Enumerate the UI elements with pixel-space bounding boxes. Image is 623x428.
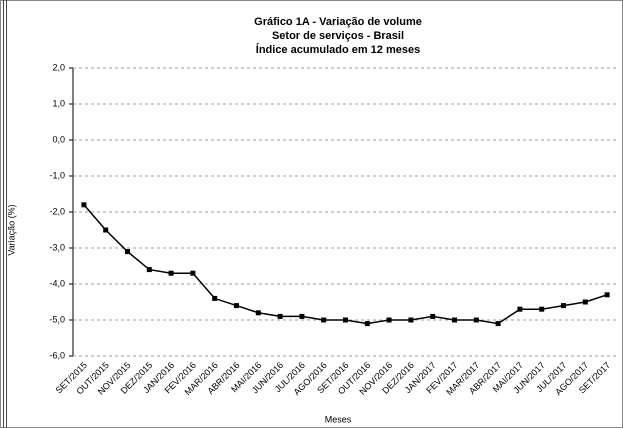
data-point (582, 299, 588, 305)
data-point (604, 292, 610, 298)
data-point (430, 313, 436, 319)
data-point (321, 317, 327, 323)
y-tick-label: 2,0 (52, 62, 65, 72)
chart-subtitle: Setor de serviços - Brasil (272, 30, 404, 42)
data-point (364, 321, 370, 327)
data-point (473, 317, 479, 323)
x-axis-label: Meses (325, 414, 352, 424)
data-point (386, 317, 392, 323)
data-point (517, 306, 523, 312)
data-point (299, 313, 305, 319)
data-point (255, 310, 261, 316)
data-point (561, 303, 566, 309)
chart-subtitle: Índice acumulado em 12 meses (256, 43, 420, 56)
data-point (408, 317, 414, 323)
y-tick-label: 1,0 (52, 98, 65, 108)
data-point (234, 303, 239, 309)
y-tick-label: -4,0 (49, 278, 65, 288)
data-point (343, 317, 348, 323)
data-point (190, 270, 196, 276)
y-tick-label: -3,0 (49, 242, 65, 252)
y-axis-label: Variação (%) (6, 204, 16, 255)
y-tick-label: -1,0 (49, 170, 65, 180)
y-tick-label: -6,0 (49, 350, 65, 360)
data-point (539, 306, 545, 312)
y-tick-label: -2,0 (49, 206, 65, 216)
y-tick-label: -5,0 (49, 314, 65, 324)
chart-title: Gráfico 1A - Variação de volume (254, 16, 422, 28)
data-point (452, 317, 457, 323)
data-point (125, 249, 130, 255)
y-tick-label: 0,0 (52, 134, 65, 144)
data-point (146, 267, 152, 273)
data-point (277, 313, 283, 319)
data-point (495, 321, 501, 327)
data-point (81, 202, 87, 208)
data-point (212, 295, 218, 301)
data-point (103, 227, 109, 233)
data-point (168, 270, 174, 276)
